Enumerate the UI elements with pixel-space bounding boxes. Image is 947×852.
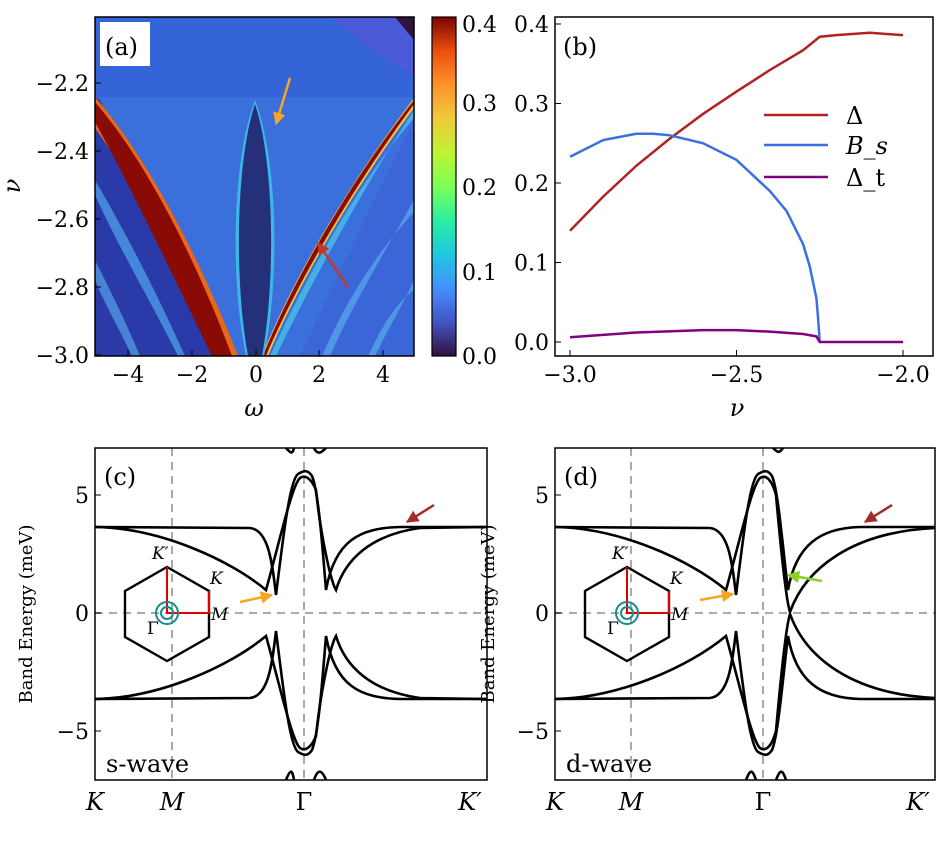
inset-label: K xyxy=(669,569,684,589)
s-wave-label: s-wave xyxy=(106,750,189,778)
inset-label: M xyxy=(210,605,229,625)
x-tick-label: 4 xyxy=(376,363,390,388)
panel-b-series xyxy=(569,31,904,344)
legend: Δ B_s Δ_t xyxy=(764,102,888,192)
colorbar-tick-label: 0.2 xyxy=(462,176,497,201)
panel-d-ticks: 5 0 −5 K M Γ K′ xyxy=(517,484,931,816)
y-tick-label: 0.2 xyxy=(514,172,549,197)
legend-label-delta: Δ xyxy=(846,102,863,130)
orange-arrow-c xyxy=(239,591,274,604)
colorbar-ticks: 0.4 0.3 0.2 0.1 0.0 xyxy=(462,13,497,370)
y-tick-label: 5 xyxy=(75,484,89,509)
y-tick-label: −2.2 xyxy=(36,72,89,97)
y-tick-label: −2.4 xyxy=(36,140,89,165)
red-arrow-c xyxy=(405,503,435,524)
panel-b: (b) −3.0 −2.5 −2.0 0.4 0.3 0.2 0.1 0.0 ν Δ B_s … xyxy=(514,13,934,422)
x-tick-label: K′ xyxy=(905,788,930,816)
inset-label: K xyxy=(209,569,224,589)
x-tick-label: K xyxy=(545,788,566,816)
y-tick-label: −5 xyxy=(517,720,549,745)
panel-a-x-ticks: −4 −2 0 2 4 xyxy=(112,350,390,388)
red-arrow-a xyxy=(316,241,350,288)
x-tick-label: −4 xyxy=(112,363,144,388)
colorbar-tick-label: 0.0 xyxy=(462,345,497,370)
y-tick-label: −2.8 xyxy=(36,276,89,301)
inset-label: M xyxy=(670,605,689,625)
inset-label: K′ xyxy=(611,544,629,564)
y-tick-label: 0.0 xyxy=(514,331,549,356)
inset-hexagon-c: K′ K M Γ xyxy=(123,544,229,663)
band-curves-d xyxy=(555,448,935,780)
d-wave-label: d-wave xyxy=(566,750,652,778)
y-tick-label: 0 xyxy=(535,602,549,627)
series-line-0 xyxy=(569,31,904,232)
inset-label: Γ xyxy=(147,619,159,639)
y-tick-label: 0.4 xyxy=(514,13,549,38)
x-tick-label: M xyxy=(159,788,186,816)
panel-b-label: (b) xyxy=(563,33,597,61)
panel-a-label: (a) xyxy=(105,33,138,61)
legend-label-delta-t: Δ_t xyxy=(846,164,885,192)
colorbar-tick-label: 0.1 xyxy=(462,261,497,286)
y-axis-label: Band Energy (meV) xyxy=(478,525,499,704)
orange-arrow-d xyxy=(699,589,735,603)
orange-arrow-a xyxy=(273,77,292,126)
x-axis-label: ν xyxy=(730,394,745,422)
x-tick-label: Γ xyxy=(296,788,313,816)
panel-b-ticks: −3.0 −2.5 −2.0 0.4 0.3 0.2 0.1 0.0 xyxy=(514,13,930,388)
y-tick-label: 0 xyxy=(75,602,89,627)
panel-d: (d) d-wave K′ K M Γ 5 0 −5 K M Γ K′ Band… xyxy=(478,447,936,816)
x-tick-label: 0 xyxy=(249,363,263,388)
y-tick-label: 5 xyxy=(535,484,549,509)
band-curves-c xyxy=(95,448,487,780)
panel-a: (a) −4 −2 0 2 4 −2.2 −2.4 −2.6 −2.8 −3.0 xyxy=(0,13,497,422)
y-tick-label: 0.1 xyxy=(514,252,549,277)
colorbar xyxy=(431,16,457,357)
y-tick-label: −3.0 xyxy=(36,344,89,369)
series-line-1 xyxy=(569,132,821,343)
inset-hexagon-d: K′ K M Γ xyxy=(583,544,689,663)
y-tick-label: −2.6 xyxy=(36,208,89,233)
x-tick-label: −3.0 xyxy=(543,363,596,388)
panel-c-label: (c) xyxy=(104,463,136,491)
x-tick-label: K′ xyxy=(457,788,482,816)
panel-c-ticks: 5 0 −5 K M Γ K′ xyxy=(57,484,483,816)
panel-a-y-ticks: −2.2 −2.4 −2.6 −2.8 −3.0 xyxy=(36,72,101,369)
y-axis-label: Band Energy (meV) xyxy=(16,525,37,704)
x-tick-label: −2.0 xyxy=(876,363,929,388)
y-axis-label: ν xyxy=(0,179,26,194)
panel-d-label: (d) xyxy=(564,463,598,491)
red-arrow-d xyxy=(863,503,893,524)
y-tick-label: 0.3 xyxy=(514,93,549,118)
colorbar-tick-label: 0.4 xyxy=(462,13,497,38)
inset-label: K′ xyxy=(151,544,169,564)
colorbar-tick-label: 0.3 xyxy=(462,92,497,117)
x-tick-label: M xyxy=(618,788,645,816)
y-tick-label: −5 xyxy=(57,720,89,745)
green-arrow-d xyxy=(786,570,823,584)
heatmap-image xyxy=(95,17,414,356)
x-tick-label: Γ xyxy=(755,788,772,816)
panel-c: (c) s-wave K′ K M Γ 5 0 −5 K M Γ K′ Band… xyxy=(16,447,488,816)
legend-label-bs: B_s xyxy=(845,132,888,160)
x-axis-label: ω xyxy=(244,394,264,422)
x-tick-label: K xyxy=(85,788,106,816)
x-tick-label: −2 xyxy=(176,363,208,388)
inset-label: Γ xyxy=(607,619,619,639)
series-line-2 xyxy=(569,328,903,344)
x-tick-label: −2.5 xyxy=(710,363,763,388)
x-tick-label: 2 xyxy=(312,363,326,388)
